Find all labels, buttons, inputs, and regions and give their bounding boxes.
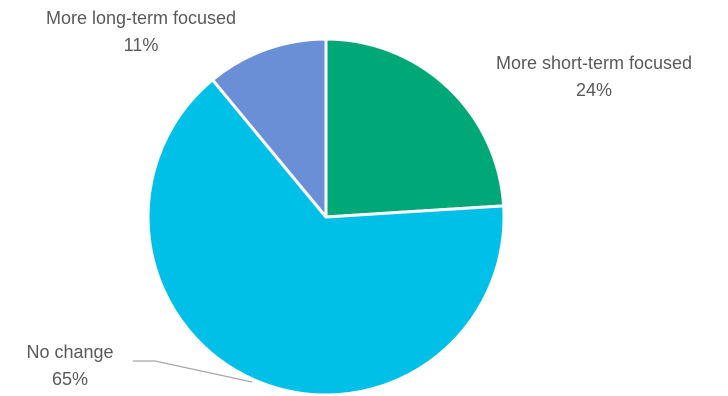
no-change-leader-line (133, 360, 253, 383)
pie-slice-short-term (324, 37, 506, 219)
pie-slice-long-term (211, 37, 328, 219)
slice-label-no-change-value: 65% (52, 369, 88, 389)
slice-label-long-term-value: 11% (124, 35, 159, 55)
slice-label-short-term-name: More short-term focused (496, 53, 692, 73)
pie-slices (146, 37, 506, 396)
slice-label-no-change-name: No change (26, 342, 113, 362)
pie-slice-no-change (146, 78, 506, 396)
slice-label-long-term-name: More long-term focused (46, 8, 236, 28)
slice-label-short-term-value: 24% (576, 80, 612, 100)
